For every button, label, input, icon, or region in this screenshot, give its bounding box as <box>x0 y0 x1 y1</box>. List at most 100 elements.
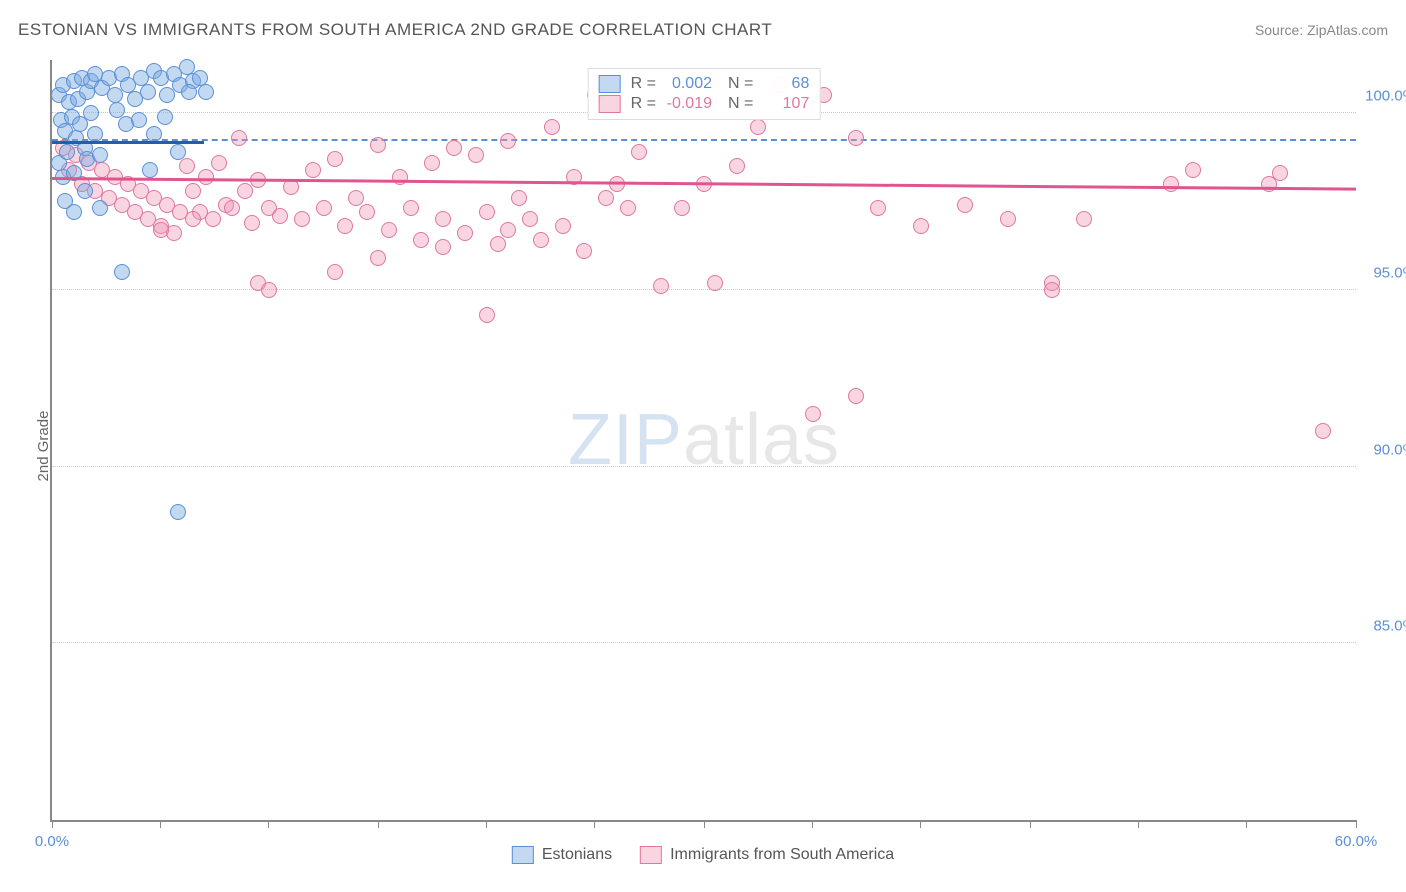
scatter-point <box>1272 165 1288 181</box>
y-tick-label: 100.0% <box>1361 88 1406 105</box>
scatter-point <box>533 232 549 248</box>
scatter-point <box>337 218 353 234</box>
scatter-point <box>631 144 647 160</box>
legend-item: Estonians <box>512 846 612 864</box>
scatter-point <box>555 218 571 234</box>
scatter-point <box>1185 162 1201 178</box>
scatter-point <box>359 204 375 220</box>
scatter-point <box>211 155 227 171</box>
x-tick <box>52 820 53 828</box>
scatter-point <box>231 130 247 146</box>
scatter-point <box>140 84 156 100</box>
scatter-point <box>157 109 173 125</box>
scatter-point <box>576 243 592 259</box>
scatter-point <box>198 84 214 100</box>
scatter-point <box>370 137 386 153</box>
y-tick-label: 95.0% <box>1361 264 1406 281</box>
scatter-point <box>511 190 527 206</box>
scatter-point <box>413 232 429 248</box>
scatter-point <box>1163 176 1179 192</box>
x-tick-label: 60.0% <box>1335 833 1378 850</box>
scatter-point <box>198 169 214 185</box>
scatter-point <box>316 200 332 216</box>
scatter-point <box>598 190 614 206</box>
scatter-point <box>272 208 288 224</box>
scatter-point <box>750 119 766 135</box>
x-tick <box>594 820 595 828</box>
scatter-point <box>957 197 973 213</box>
scatter-point <box>674 200 690 216</box>
scatter-point <box>479 204 495 220</box>
scatter-point <box>620 200 636 216</box>
scatter-point <box>848 388 864 404</box>
scatter-point <box>424 155 440 171</box>
scatter-point <box>142 162 158 178</box>
scatter-point <box>435 239 451 255</box>
scatter-point <box>653 278 669 294</box>
n-label: N = <box>728 95 753 113</box>
scatter-point <box>244 215 260 231</box>
scatter-point <box>707 275 723 291</box>
n-value: 68 <box>759 75 809 93</box>
legend-swatch <box>640 846 662 864</box>
gridline <box>52 289 1356 290</box>
x-tick-label: 0.0% <box>35 833 69 850</box>
scatter-point <box>446 140 462 156</box>
r-value: -0.019 <box>662 95 712 113</box>
bottom-legend: Estonians Immigrants from South America <box>512 846 894 864</box>
x-tick <box>1138 820 1139 828</box>
scatter-point <box>224 200 240 216</box>
scatter-point <box>1076 211 1092 227</box>
legend-swatch <box>512 846 534 864</box>
x-tick <box>1030 820 1031 828</box>
x-tick <box>1356 820 1357 828</box>
x-tick <box>812 820 813 828</box>
scatter-point <box>435 211 451 227</box>
y-tick-label: 90.0% <box>1361 441 1406 458</box>
scatter-point <box>181 84 197 100</box>
scatter-point <box>381 222 397 238</box>
x-tick <box>1246 820 1247 828</box>
gridline <box>52 642 1356 643</box>
legend-swatch <box>599 75 621 93</box>
x-tick <box>268 820 269 828</box>
scatter-point <box>870 200 886 216</box>
scatter-point <box>92 147 108 163</box>
scatter-point <box>261 282 277 298</box>
scatter-point <box>205 211 221 227</box>
x-tick <box>704 820 705 828</box>
r-label: R = <box>631 75 656 93</box>
scatter-point <box>1044 282 1060 298</box>
scatter-point <box>729 158 745 174</box>
scatter-point <box>805 406 821 422</box>
scatter-point <box>153 222 169 238</box>
scatter-point <box>1315 423 1331 439</box>
stats-row: R = -0.019 N = 107 <box>599 95 810 113</box>
scatter-point <box>83 105 99 121</box>
scatter-point <box>59 144 75 160</box>
scatter-point <box>848 130 864 146</box>
scatter-point <box>66 204 82 220</box>
n-value: 107 <box>759 95 809 113</box>
scatter-point <box>1000 211 1016 227</box>
scatter-point <box>87 126 103 142</box>
scatter-point <box>179 158 195 174</box>
plot-region: 100.0%95.0%90.0%85.0%0.0%60.0% <box>52 60 1356 820</box>
y-tick-label: 85.0% <box>1361 618 1406 635</box>
scatter-point <box>77 183 93 199</box>
scatter-point <box>294 211 310 227</box>
scatter-point <box>500 133 516 149</box>
stats-row: R =0.002N =68 <box>599 75 810 93</box>
r-label: R = <box>631 95 656 113</box>
scatter-point <box>479 307 495 323</box>
x-tick <box>486 820 487 828</box>
x-tick <box>160 820 161 828</box>
scatter-point <box>500 222 516 238</box>
legend-swatch <box>599 95 621 113</box>
scatter-point <box>370 250 386 266</box>
scatter-point <box>131 112 147 128</box>
gridline <box>52 466 1356 467</box>
chart-title: ESTONIAN VS IMMIGRANTS FROM SOUTH AMERIC… <box>18 20 772 40</box>
legend-item: Immigrants from South America <box>640 846 894 864</box>
r-value: 0.002 <box>662 75 712 93</box>
